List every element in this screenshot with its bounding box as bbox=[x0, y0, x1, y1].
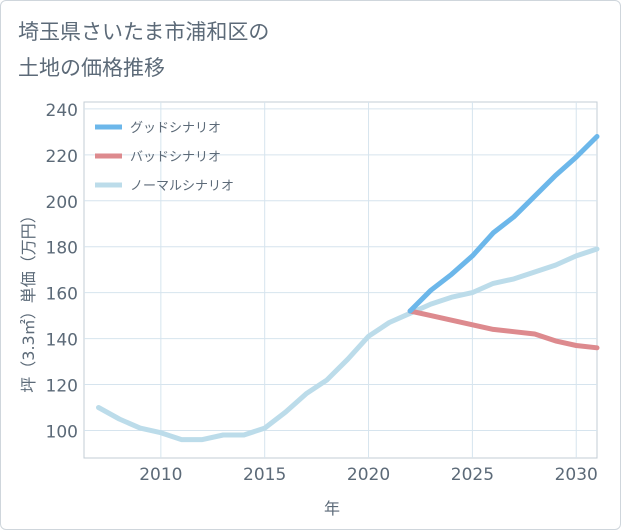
x-axis-label: 年 bbox=[324, 499, 340, 518]
bad-scenario-line bbox=[407, 308, 600, 351]
y-tick-label: 200 bbox=[46, 193, 78, 213]
good-scenario-line bbox=[407, 134, 600, 314]
y-axis-label: 坪（3.3㎡）単価（万円） bbox=[19, 207, 38, 392]
y-tick-label: 140 bbox=[46, 331, 78, 351]
y-tick-label: 220 bbox=[46, 147, 78, 167]
axis-tick-labels: 100 120 140 160 180 200 220 240 2010 2015 2020 2025… bbox=[46, 101, 598, 485]
y-tick-label: 100 bbox=[46, 422, 78, 442]
bad-scenario-legend-label: バッドシナリオ bbox=[130, 150, 221, 165]
x-tick-label: 2025 bbox=[451, 465, 494, 485]
chart-title-line-2: 土地の価格推移 bbox=[18, 56, 165, 80]
x-tick-label: 2010 bbox=[139, 465, 182, 485]
y-tick-label: 240 bbox=[46, 101, 78, 121]
normal-scenario-line bbox=[96, 246, 600, 443]
normal-scenario-legend-label: ノーマルシナリオ bbox=[130, 179, 234, 194]
good-scenario-legend-label: グッドシナリオ bbox=[130, 121, 221, 136]
y-tick-label: 180 bbox=[46, 239, 78, 259]
y-tick-label: 160 bbox=[46, 285, 78, 305]
x-tick-label: 2020 bbox=[347, 465, 390, 485]
chart-title: 埼玉県さいたま市浦和区の 土地の価格推移 bbox=[18, 14, 269, 86]
x-tick-label: 2015 bbox=[243, 465, 286, 485]
x-tick-label: 2030 bbox=[555, 465, 598, 485]
series-lines bbox=[96, 134, 600, 443]
y-tick-label: 120 bbox=[46, 377, 78, 397]
chart-title-line-1: 埼玉県さいたま市浦和区の bbox=[18, 20, 270, 44]
grid-lines bbox=[84, 102, 597, 458]
